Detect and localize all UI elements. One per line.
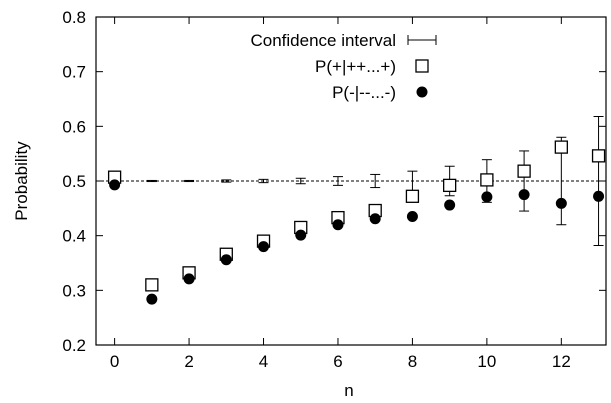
- errorbar: [370, 173, 381, 189]
- x-tick-label: 2: [184, 352, 193, 371]
- square-point: [480, 173, 494, 187]
- square-series: [107, 140, 606, 292]
- errorbar: [295, 177, 306, 185]
- errorbar: [221, 179, 232, 183]
- errorbar: [146, 179, 157, 183]
- legend-label-square-series: P(+|++...+): [315, 57, 396, 76]
- legend-square-icon: [415, 59, 429, 73]
- y-tick-label: 0.3: [62, 281, 86, 300]
- legend-circle-icon: [416, 86, 428, 98]
- errorbar: [519, 150, 530, 212]
- legend-label-confidence-interval: Confidence interval: [250, 31, 396, 50]
- x-axis-label: n: [344, 381, 353, 400]
- y-axis-label: Probability: [12, 141, 31, 221]
- circle-point: [295, 229, 307, 241]
- circle-point: [593, 190, 605, 202]
- circle-point: [332, 219, 344, 231]
- x-tick-label: 8: [408, 352, 417, 371]
- errorbar: [332, 176, 343, 186]
- x-tick-label: 4: [259, 352, 268, 371]
- y-tick-label: 0.5: [62, 172, 86, 191]
- y-tick-label: 0.6: [62, 117, 86, 136]
- circle-point: [555, 197, 567, 209]
- square-point: [405, 189, 420, 203]
- square-point: [517, 164, 531, 178]
- y-tick-label: 0.4: [62, 227, 86, 246]
- circle-series: [109, 179, 605, 305]
- square-point: [554, 140, 568, 154]
- square-point: [442, 178, 457, 193]
- x-tick-label: 6: [333, 352, 342, 371]
- circle-point: [109, 179, 121, 191]
- square-point: [145, 278, 159, 292]
- legend-label-circle-series: P(-|--...-): [332, 83, 396, 102]
- x-tick-label: 12: [552, 352, 571, 371]
- errorbar: [184, 179, 195, 183]
- circle-point: [146, 293, 158, 305]
- circle-point: [220, 254, 232, 266]
- confidence-interval-series: [146, 115, 604, 247]
- circle-point: [481, 191, 493, 203]
- axis-ticks: 0 2 4 6 8 10 12 0.2 0.3 0.4 0.5 0.6 0.7 0.8: [62, 8, 606, 371]
- errorbar: [258, 178, 269, 184]
- circle-point: [369, 213, 381, 225]
- circle-point: [258, 241, 270, 253]
- x-tick-label: 10: [477, 352, 496, 371]
- circle-point: [406, 211, 418, 223]
- square-point: [591, 149, 606, 163]
- y-tick-label: 0.2: [62, 336, 86, 355]
- y-tick-label: 0.7: [62, 63, 86, 82]
- legend: Confidence interval P(+|++...+) P(-|--..…: [250, 31, 437, 102]
- circle-point: [518, 189, 530, 201]
- circle-point: [183, 273, 195, 285]
- x-tick-label: 0: [110, 352, 119, 371]
- y-tick-label: 0.8: [62, 8, 86, 27]
- errorbar: [593, 115, 604, 247]
- legend-markers: [407, 35, 437, 98]
- circle-point: [444, 199, 456, 211]
